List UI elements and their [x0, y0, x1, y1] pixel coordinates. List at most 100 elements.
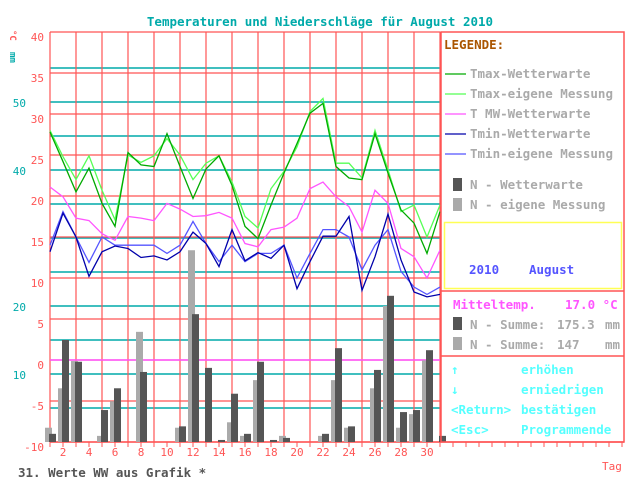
- sum-ww-label: N - Summe:: [470, 317, 545, 332]
- temp-tick-label: 40: [31, 31, 44, 44]
- temp-tick-label: 5: [37, 318, 44, 331]
- precip-bar-own: [58, 388, 65, 442]
- precip-bar-ww: [283, 437, 290, 442]
- temp-tick-label: 30: [31, 113, 44, 126]
- precip-bar-ww: [49, 433, 56, 442]
- key-down: ↓: [451, 382, 459, 397]
- precip-bar-ww: [114, 388, 121, 442]
- legend-bar-swatch: [453, 178, 462, 191]
- precip-bar-ww: [218, 439, 225, 442]
- precip-bar-own: [136, 331, 143, 442]
- mm-tick-label: 20: [13, 301, 26, 314]
- precip-bar-own: [370, 388, 377, 442]
- precip-bar-ww: [244, 433, 251, 442]
- precip-bar-own: [422, 360, 429, 442]
- mean-temp-label: Mitteltemp.: [453, 297, 536, 312]
- precip-bar-ww: [101, 410, 108, 442]
- mm-tick-label: 10: [13, 369, 26, 382]
- precip-bar-own: [383, 306, 390, 442]
- legend-label: Tmin-eigene Messung: [470, 146, 613, 161]
- temp-unit-label: °C: [7, 30, 17, 41]
- day-tick-label: 6: [112, 446, 119, 459]
- key-down-action: erniedrigen: [521, 382, 604, 397]
- day-tick-label: 2: [60, 446, 67, 459]
- precip-bar-ww: [374, 369, 381, 442]
- precip-bar-ww: [75, 361, 82, 442]
- day-tick-label: 26: [368, 446, 381, 459]
- precip-bar-ww: [62, 340, 69, 442]
- selected-month[interactable]: August: [529, 262, 574, 277]
- key-up: ↑: [451, 362, 459, 377]
- series-line-tmin-eigene-messung: [49, 209, 441, 296]
- legend-label: Tmin-Wetterwarte: [470, 126, 591, 141]
- series-line-t-mw-wetterwarte: [49, 181, 441, 280]
- legend-label: N - eigene Messung: [470, 197, 605, 212]
- precip-bar-ww: [231, 393, 238, 442]
- precip-bar-ww: [426, 350, 433, 442]
- day-tick-label: 10: [160, 446, 173, 459]
- sum-own-label: N - Summe:: [470, 337, 545, 352]
- precip-bar-own: [97, 435, 104, 442]
- date-selector[interactable]: 2010 August: [443, 221, 623, 290]
- legend-label: Tmax-Wetterwarte: [470, 66, 591, 81]
- series-line-tmin-wetterwarte: [49, 211, 441, 298]
- precip-bars: [45, 250, 446, 442]
- temp-tick-label: -5: [31, 400, 44, 413]
- precip-bar-own: [253, 380, 260, 442]
- precip-bar-own: [188, 250, 195, 442]
- precip-bar-ww: [179, 426, 186, 442]
- precip-bar-ww: [439, 435, 446, 442]
- day-tick-label: 8: [138, 446, 145, 459]
- selected-year[interactable]: 2010: [469, 262, 499, 277]
- sum-ww-value: 175.3: [557, 317, 595, 332]
- temp-tick-label: 0: [37, 359, 44, 372]
- precip-bar-ww: [192, 314, 199, 442]
- key-help: ↑ erhöhen ↓ erniedrigen <Return> bestäti…: [451, 362, 612, 437]
- temp-tick-label: 10: [31, 277, 44, 290]
- day-tick-label: 18: [264, 446, 277, 459]
- mm-tick-label: 40: [13, 165, 26, 178]
- key-return-action: bestätigen: [521, 402, 596, 417]
- legend-label: Tmax-eigene Messung: [470, 86, 613, 101]
- precip-bar-ww: [205, 367, 212, 442]
- day-tick-label: 22: [316, 446, 329, 459]
- precip-bar-own: [396, 427, 403, 442]
- precip-bar-own: [110, 401, 117, 442]
- sum-ww-unit: mm: [605, 317, 621, 332]
- mm-tick-label: 50: [13, 97, 26, 110]
- legend-label: N - Wetterwarte: [470, 177, 583, 192]
- precip-bar-ww: [257, 361, 264, 442]
- day-tick-label: 16: [238, 446, 251, 459]
- precip-bar-own: [240, 435, 247, 442]
- day-tick-label: 20: [290, 446, 303, 459]
- temp-tick-label: 25: [31, 154, 44, 167]
- precip-bar-own: [409, 414, 416, 442]
- day-tick-label: 14: [212, 446, 226, 459]
- precip-bar-ww: [335, 348, 342, 442]
- mm-unit-label: mm: [7, 52, 17, 63]
- temp-lines: [49, 97, 441, 298]
- precip-bar-own: [318, 435, 325, 442]
- precip-bar-own: [71, 361, 78, 442]
- day-tick-label: 28: [394, 446, 407, 459]
- mean-temp-value: 17.0 °C: [565, 297, 618, 312]
- legend-bar-swatch: [453, 198, 462, 211]
- temp-tick-label: -10: [24, 441, 44, 454]
- precip-bar-ww: [140, 371, 147, 442]
- day-tick-label: 12: [186, 446, 199, 459]
- temp-tick-label: 20: [31, 195, 44, 208]
- precip-bar-ww: [348, 426, 355, 442]
- precip-bar-own: [175, 427, 182, 442]
- chart-title: Temperaturen und Niederschläge für Augus…: [147, 14, 493, 29]
- summary-section: Mitteltemp. 17.0 °C N - Summe: 175.3 mm …: [453, 297, 621, 352]
- temp-tick-label: 15: [31, 236, 44, 249]
- day-tick-label: 30: [420, 446, 433, 459]
- sum-own-value: 147: [557, 337, 580, 352]
- precip-bar-own: [227, 422, 234, 442]
- precip-bar-own: [344, 427, 351, 442]
- temp-tick-label: 35: [31, 72, 44, 85]
- sum-own-unit: mm: [605, 337, 621, 352]
- day-tick-label: 4: [86, 446, 93, 459]
